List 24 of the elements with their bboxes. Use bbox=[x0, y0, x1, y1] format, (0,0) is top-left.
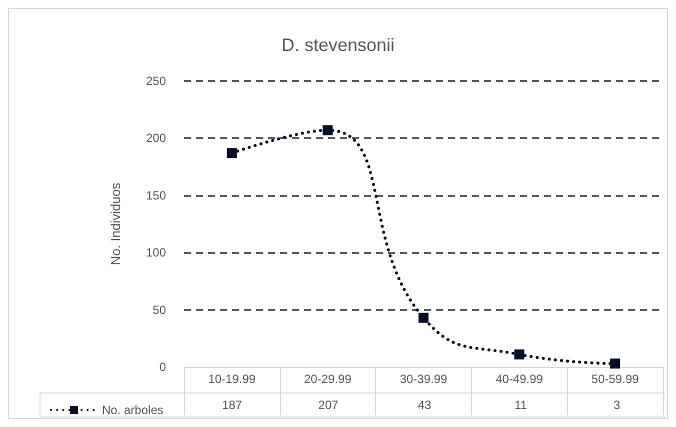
data-label: 3 bbox=[614, 398, 621, 412]
x-tick-label: 10-19.99 bbox=[208, 372, 256, 386]
data-label: 11 bbox=[514, 398, 528, 412]
y-tick-label: 100 bbox=[146, 246, 166, 260]
y-tick-label: 250 bbox=[146, 74, 166, 88]
y-tick-label: 50 bbox=[152, 302, 166, 317]
x-tick-label: 30-39.99 bbox=[400, 372, 448, 386]
point bbox=[514, 349, 524, 360]
data-label: 43 bbox=[418, 398, 432, 412]
legend-label: No. arboles bbox=[102, 403, 164, 417]
point bbox=[610, 358, 620, 369]
point bbox=[418, 312, 428, 323]
x-tick-label: 20-29.99 bbox=[304, 372, 352, 386]
x-tick-label: 50-59.99 bbox=[591, 372, 640, 386]
y-axis-title: No. Individuos bbox=[108, 182, 123, 266]
data-label: 207 bbox=[318, 398, 339, 412]
point bbox=[322, 125, 333, 136]
y-tick-label: 200 bbox=[146, 131, 166, 146]
data-label: 187 bbox=[222, 398, 242, 412]
y-tick-label: 150 bbox=[146, 188, 166, 202]
x-tick-label: 40-49.99 bbox=[496, 372, 544, 386]
point bbox=[226, 148, 237, 158]
chart-title: D. stevensonii bbox=[281, 35, 395, 55]
y-tick-label: 0 bbox=[159, 360, 166, 374]
